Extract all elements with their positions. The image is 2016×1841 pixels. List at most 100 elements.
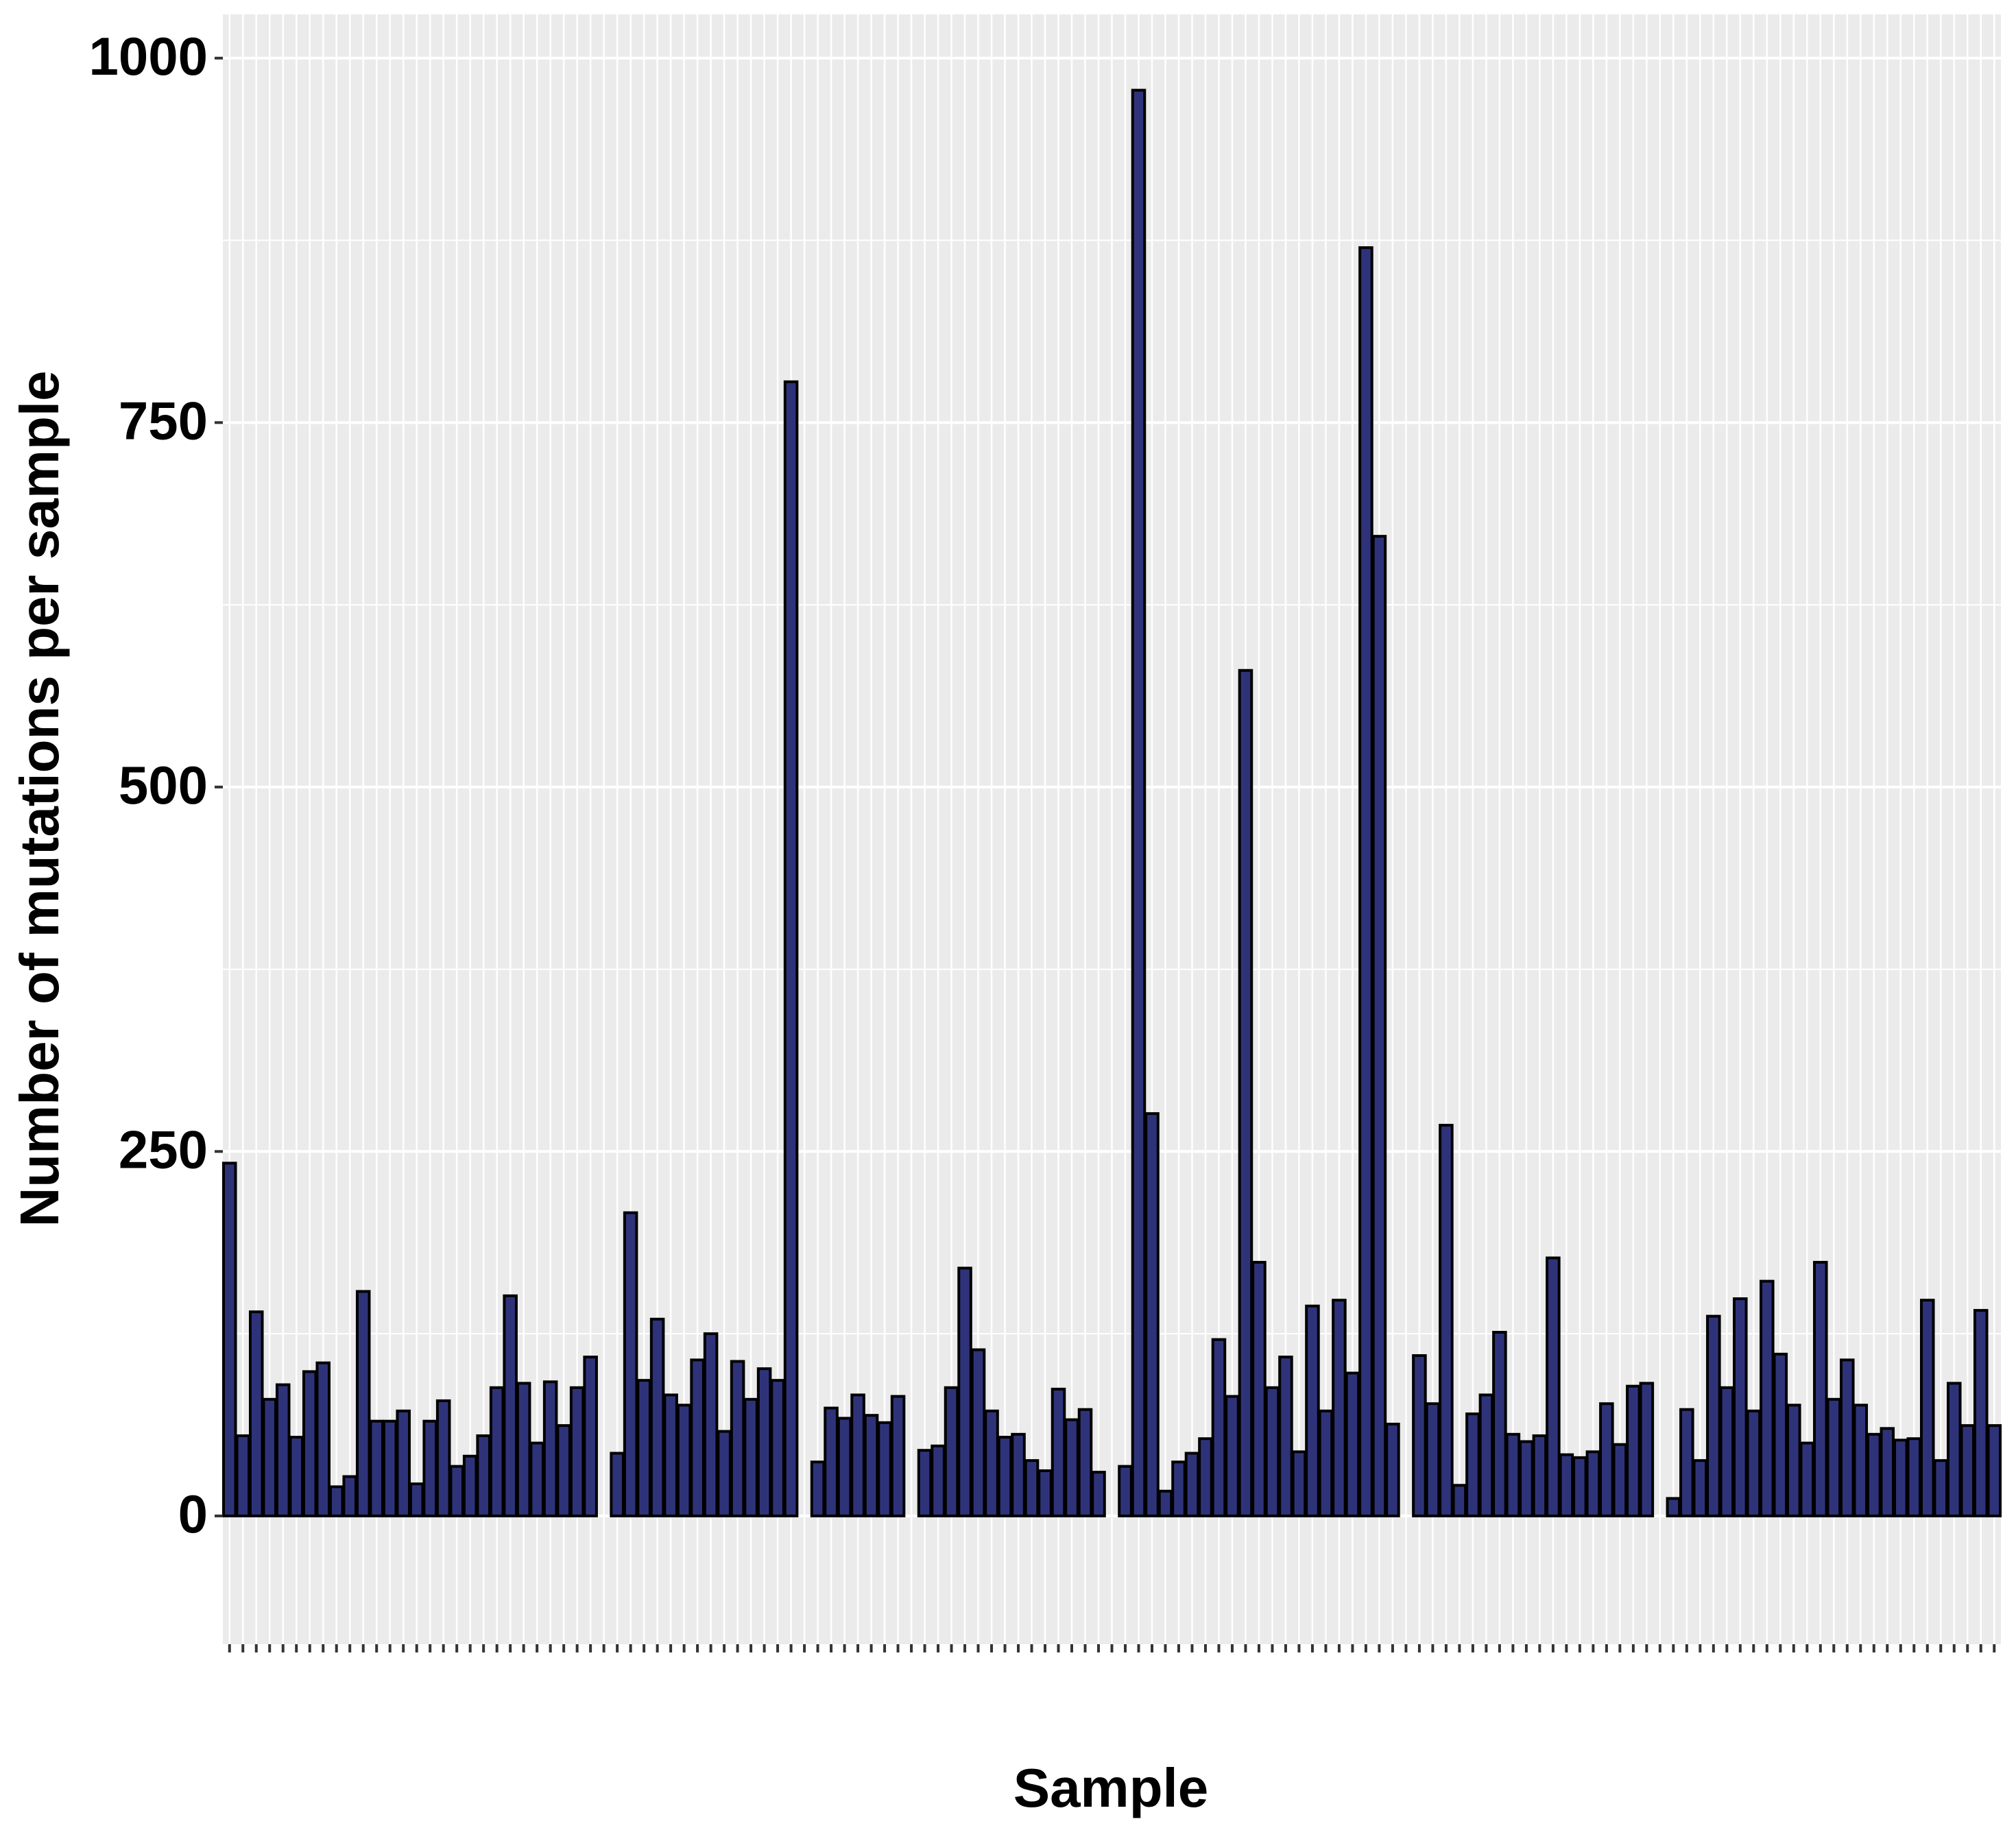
bar (328, 1485, 344, 1517)
bar (275, 1383, 291, 1517)
bar (1425, 1402, 1441, 1517)
bar (917, 1449, 933, 1517)
bar (1184, 1452, 1200, 1517)
bar (1773, 1352, 1788, 1517)
bar (1933, 1459, 1949, 1517)
bar (1478, 1393, 1494, 1517)
bar (1692, 1459, 1708, 1517)
bar (1291, 1450, 1307, 1517)
y-tick-label: 250 (119, 1119, 208, 1179)
bar (690, 1358, 705, 1517)
bar (1612, 1443, 1628, 1517)
bar (489, 1386, 505, 1517)
bar (1639, 1382, 1655, 1517)
bar (837, 1417, 852, 1517)
bar (1840, 1358, 1855, 1517)
bar (289, 1436, 304, 1517)
bar (1946, 1382, 1962, 1517)
bar (1786, 1404, 1801, 1517)
bar (302, 1370, 317, 1517)
bar (783, 380, 799, 1517)
bar (743, 1397, 758, 1517)
bar (756, 1367, 772, 1517)
bar (717, 1430, 732, 1517)
bar (623, 1211, 638, 1517)
bar (1345, 1371, 1360, 1517)
bar (1572, 1456, 1587, 1517)
bar (449, 1465, 464, 1517)
bar (1826, 1397, 1842, 1517)
bar (649, 1317, 665, 1517)
bar (1011, 1432, 1026, 1517)
bar (1853, 1404, 1869, 1517)
bar (1157, 1489, 1173, 1517)
y-tick-label: 0 (178, 1484, 208, 1544)
bar (315, 1361, 331, 1517)
bar (235, 1434, 251, 1517)
bar (1077, 1408, 1093, 1517)
bar (1211, 1338, 1227, 1517)
bar (1733, 1297, 1748, 1517)
bar (1332, 1299, 1347, 1517)
bar (422, 1419, 437, 1517)
bar (382, 1419, 398, 1517)
bar (1867, 1432, 1882, 1517)
bar (1371, 535, 1387, 1517)
bar (1238, 669, 1253, 1517)
bar (1706, 1314, 1721, 1517)
y-axis-title: Number of mutations per sample (9, 370, 70, 1227)
bar (944, 1386, 959, 1517)
bar (1118, 1465, 1133, 1517)
bar (569, 1386, 585, 1517)
bar (850, 1393, 865, 1517)
bar (1305, 1304, 1320, 1517)
y-tick-label: 500 (119, 755, 208, 815)
bar (610, 1452, 625, 1517)
bar (984, 1409, 999, 1517)
bar (1559, 1453, 1574, 1517)
bar (1439, 1124, 1454, 1517)
bar (435, 1399, 451, 1517)
bar (1585, 1450, 1601, 1517)
y-tick-label: 1000 (88, 26, 208, 86)
bar (877, 1421, 892, 1517)
bar (1452, 1484, 1467, 1517)
bar (369, 1419, 384, 1517)
bar (1358, 246, 1373, 1517)
bar (1091, 1471, 1106, 1517)
bar (1960, 1424, 1976, 1517)
bar (1492, 1331, 1507, 1517)
bar (663, 1393, 678, 1517)
bar (1385, 1422, 1400, 1517)
bar (1919, 1299, 1935, 1517)
bar (1813, 1260, 1828, 1517)
bar (863, 1414, 879, 1517)
bar (1264, 1386, 1280, 1517)
bar (1973, 1309, 1989, 1517)
bar (1131, 88, 1147, 1517)
bar (1532, 1434, 1548, 1517)
bar (583, 1356, 598, 1517)
bar (1799, 1441, 1815, 1517)
bar (1987, 1424, 2002, 1517)
bars (221, 88, 2002, 1517)
bar (770, 1379, 785, 1517)
x-axis (228, 1644, 1996, 1652)
bar (248, 1310, 264, 1517)
bar (957, 1266, 972, 1517)
bar (396, 1409, 411, 1517)
bar (1278, 1356, 1293, 1517)
bar (1760, 1279, 1775, 1517)
bar (1064, 1418, 1079, 1517)
bar (1465, 1412, 1480, 1517)
bar (997, 1436, 1013, 1517)
bar (1519, 1440, 1534, 1517)
bar (1225, 1395, 1240, 1517)
bar (1719, 1386, 1735, 1517)
bar (703, 1332, 719, 1517)
bar (1505, 1432, 1521, 1517)
bar (1626, 1384, 1641, 1517)
bar (462, 1454, 478, 1517)
